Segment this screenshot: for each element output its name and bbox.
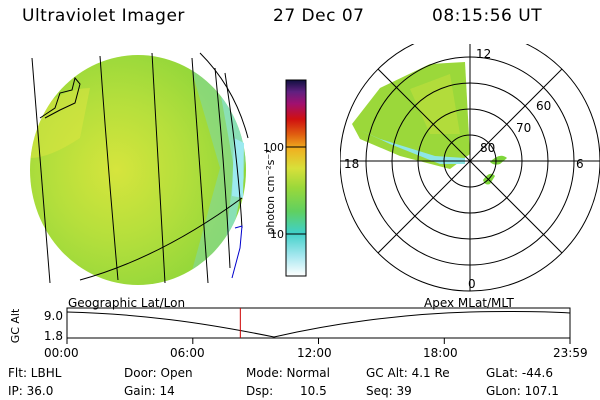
colorbar-tick-10: 10 <box>270 228 284 241</box>
filter-readout: Flt: LBHL <box>8 366 62 380</box>
seq-readout: Seq: 39 <box>366 384 412 398</box>
colorbar: 100 10 photon cm⁻²s⁻¹ <box>263 79 307 277</box>
glon-readout: GLon: 107.1 <box>486 384 559 398</box>
timeline-frame <box>66 307 571 339</box>
apex-caption: Apex MLat/MLT <box>424 296 514 310</box>
glat-readout: GLat: -44.6 <box>486 366 553 380</box>
dsp-label: Dsp: <box>246 384 274 398</box>
x-tick-0600: 06:00 <box>170 346 205 360</box>
observation-date: 27 Dec 07 <box>273 6 365 26</box>
mlat-label-70: 70 <box>516 121 531 135</box>
auroral-oval <box>352 62 507 185</box>
mlat-label-60: 60 <box>536 99 551 113</box>
altitude-timeline: GC Alt 9.0 1.8 <box>9 307 571 344</box>
mlt-label-12: 12 <box>476 47 491 61</box>
gc-alt-readout: GC Alt: 4.1 Re <box>366 366 450 380</box>
x-tick-2359: 23:59 <box>553 346 588 360</box>
colorbar-unit-label: photon cm⁻²s⁻¹ <box>264 149 277 234</box>
mlat-label-80: 80 <box>480 141 495 155</box>
y-tick-1-8: 1.8 <box>44 329 63 343</box>
ip-readout: IP: 36.0 <box>8 384 54 398</box>
mlt-label-18: 18 <box>344 157 359 171</box>
observation-time: 08:15:56 UT <box>432 6 543 26</box>
gain-readout: Gain: 14 <box>124 384 175 398</box>
colorbar-tick-100: 100 <box>263 141 284 154</box>
instrument-title: Ultraviolet Imager <box>22 6 185 26</box>
geographic-image <box>30 52 249 285</box>
mlt-label-0: 0 <box>468 277 476 291</box>
mode-readout: Mode: Normal <box>246 366 330 380</box>
x-tick-1800: 18:00 <box>423 346 458 360</box>
altitude-curve <box>66 311 571 338</box>
geographic-caption: Geographic Lat/Lon <box>68 296 186 310</box>
y-tick-9: 9.0 <box>44 309 63 323</box>
polar-plot: 12 18 6 0 60 70 80 <box>340 44 600 292</box>
gc-alt-axis-label: GC Alt <box>9 308 22 343</box>
x-tick-0000: 00:00 <box>44 346 79 360</box>
dsp-value: 10.5 <box>300 384 327 398</box>
x-tick-1200: 12:00 <box>297 346 332 360</box>
mlt-label-6: 6 <box>576 157 584 171</box>
door-readout: Door: Open <box>124 366 193 380</box>
